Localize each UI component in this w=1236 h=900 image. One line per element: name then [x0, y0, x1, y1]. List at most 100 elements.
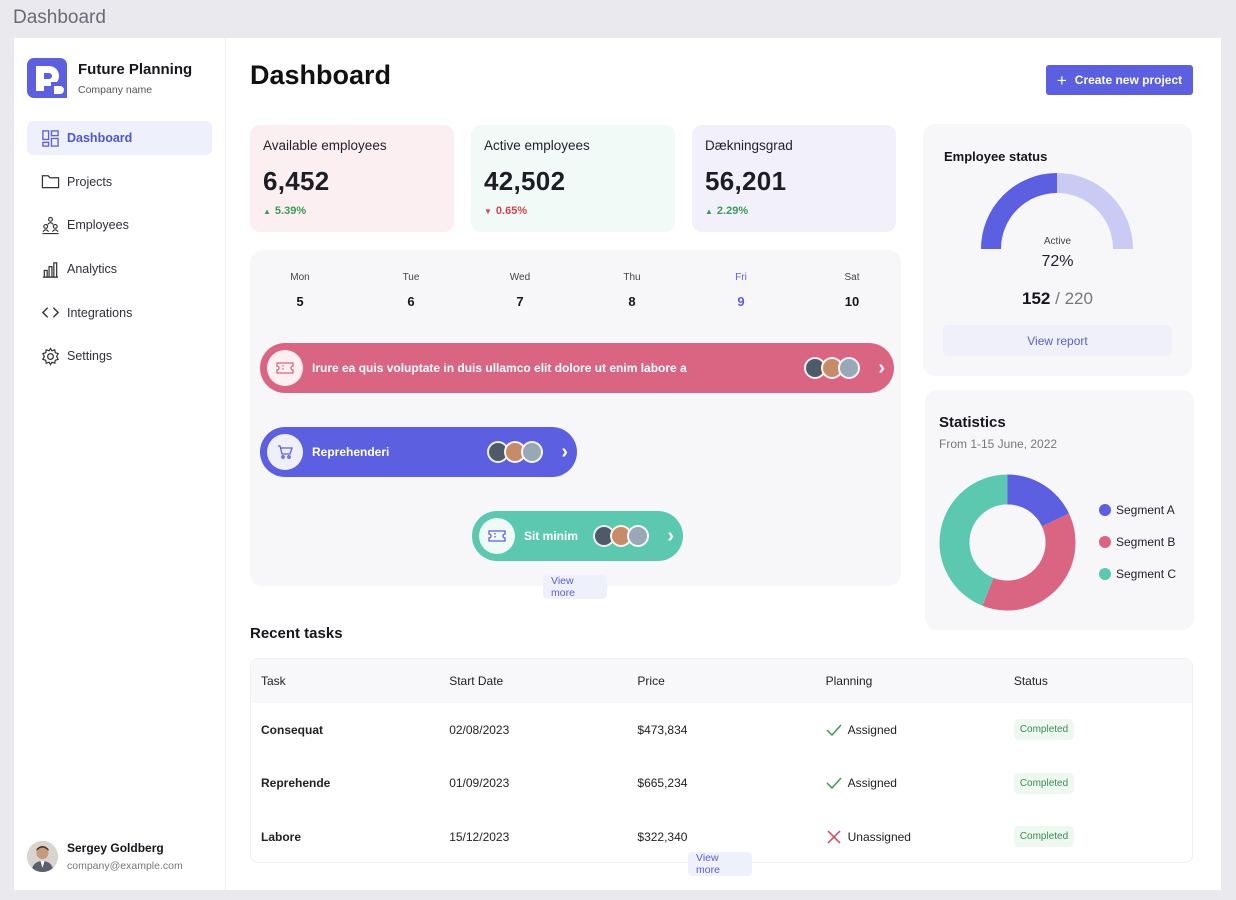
- sidebar-item-integrations[interactable]: Integrations: [27, 296, 212, 330]
- sidebar-item-projects[interactable]: Projects: [27, 165, 212, 199]
- user-profile[interactable]: Sergey Goldberg company@example.com: [27, 841, 183, 872]
- sidebar-item-label: Integrations: [67, 305, 133, 320]
- status-badge: Completed: [1013, 772, 1075, 794]
- stat-change-value: 5.39%: [274, 205, 307, 217]
- folder-icon: [41, 175, 60, 189]
- status: Completed: [1004, 719, 1192, 741]
- stat-change: ▲ 5.39%: [263, 205, 441, 217]
- stat-label: Available employees: [263, 138, 387, 153]
- gear-icon: [42, 347, 59, 366]
- column-header-planning[interactable]: Planning: [825, 674, 873, 688]
- event-title: Irure ea quis voluptate in duis ullamco …: [312, 361, 687, 375]
- legend-item-segment-a[interactable]: Segment A: [1099, 503, 1175, 517]
- cart-icon: [267, 434, 303, 470]
- column-header-start-date[interactable]: Start Date: [449, 674, 504, 688]
- dashboard-icon: [42, 129, 59, 147]
- sidebar-item-analytics[interactable]: Analytics: [27, 252, 212, 286]
- event-title: Sit minim: [524, 529, 579, 543]
- task-name: Labore: [261, 829, 302, 844]
- employee-status-title: Employee status: [944, 149, 1048, 164]
- calendar-day[interactable]: Mon 5: [270, 272, 330, 309]
- chevron-right-icon: ›: [561, 440, 568, 463]
- table-row[interactable]: Labore 15/12/2023 $322,340 Unassigned Co…: [251, 810, 1192, 864]
- legend-label: Segment A: [1116, 503, 1175, 517]
- table-row[interactable]: Reprehende 01/09/2023 $665,234 Assigned …: [251, 757, 1192, 811]
- calendar-day[interactable]: Thu 8: [602, 272, 662, 309]
- planning-label: Unassigned: [847, 829, 911, 844]
- gauge-percent: 72%: [1041, 253, 1074, 270]
- stat-change-value: 2.29%: [716, 205, 749, 217]
- logo-icon: [27, 58, 67, 98]
- start-date: 01/09/2023: [449, 776, 510, 791]
- brand[interactable]: Future Planning Company name: [27, 58, 192, 98]
- user-avatar-icon: [27, 841, 58, 872]
- create-project-button[interactable]: + Create new project: [1046, 65, 1193, 95]
- gauge-active-arc: [981, 173, 1058, 250]
- column-header-task[interactable]: Task: [261, 674, 286, 688]
- day-number: 7: [516, 294, 524, 309]
- donut-slice-segment-b[interactable]: [982, 513, 1076, 611]
- day-number: 10: [844, 294, 860, 309]
- price: $322,340: [637, 829, 688, 844]
- column-header-price[interactable]: Price: [637, 674, 665, 688]
- trend-up-icon: ▲: [705, 206, 713, 216]
- planning: Assigned: [816, 722, 1004, 738]
- recent-tasks-title: Recent tasks: [250, 625, 343, 642]
- user-name: Sergey Goldberg: [67, 841, 164, 855]
- status-badge: Completed: [1013, 826, 1075, 848]
- active-count: 152: [1022, 289, 1051, 308]
- task-name: Reprehende: [261, 776, 331, 791]
- total-count: 220: [1064, 289, 1093, 308]
- chevron-right-icon: ›: [878, 356, 885, 379]
- calendar-day-today[interactable]: Fri 9: [711, 272, 771, 309]
- donut-slice-segment-c[interactable]: [939, 474, 1008, 606]
- stat-label: Active employees: [484, 138, 590, 153]
- sidebar-nav: Dashboard Projects Employees: [27, 121, 212, 383]
- column-header-status[interactable]: Status: [1013, 674, 1048, 688]
- sidebar: Future Planning Company name Dashboard P…: [14, 38, 226, 890]
- legend-item-segment-c[interactable]: Segment C: [1099, 567, 1176, 581]
- event-pill[interactable]: Sit minim ›: [472, 511, 683, 561]
- sidebar-item-settings[interactable]: Settings: [27, 339, 212, 373]
- tasks-view-more-button[interactable]: View more: [688, 852, 752, 876]
- day-name: Thu: [623, 272, 641, 283]
- avatar: [838, 357, 860, 379]
- sidebar-item-employees[interactable]: Employees: [27, 208, 212, 242]
- statistics-title: Statistics: [939, 414, 1006, 431]
- event-pill[interactable]: Irure ea quis voluptate in duis ullamco …: [260, 343, 894, 393]
- planning-label: Assigned: [847, 776, 897, 791]
- calendar-day[interactable]: Wed 7: [490, 272, 550, 309]
- day-name: Wed: [509, 272, 531, 283]
- stat-value: 56,201: [705, 166, 787, 196]
- event-assignees: [487, 441, 543, 463]
- trend-up-icon: ▲: [263, 206, 271, 216]
- people-icon: [42, 216, 59, 235]
- donut-hole: [969, 504, 1046, 581]
- plus-icon: +: [1056, 70, 1067, 90]
- create-project-label: Create new project: [1074, 73, 1183, 87]
- calendar-view-more-button[interactable]: View more: [543, 575, 607, 599]
- trend-down-icon: ▼: [484, 206, 492, 216]
- calendar-day[interactable]: Sat 10: [822, 272, 882, 309]
- stat-value: 42,502: [484, 166, 566, 196]
- table-row[interactable]: Consequat 02/08/2023 $473,834 Assigned C…: [251, 703, 1192, 757]
- sidebar-item-dashboard[interactable]: Dashboard: [27, 121, 212, 155]
- gauge-label: Active: [1043, 236, 1072, 247]
- view-report-button[interactable]: View report: [943, 325, 1172, 356]
- donut-slice-segment-a[interactable]: [1007, 474, 1070, 527]
- day-number: 8: [628, 294, 636, 309]
- price: $665,234: [637, 776, 688, 791]
- table-header: Task Start Date Price Planning Status: [251, 659, 1192, 703]
- event-assignees: [593, 525, 649, 547]
- stat-value: 6,452: [263, 166, 330, 196]
- chevron-right-icon: ›: [667, 524, 674, 547]
- planning-label: Assigned: [847, 722, 897, 737]
- avatar: [27, 841, 58, 872]
- legend-item-segment-b[interactable]: Segment B: [1099, 535, 1175, 549]
- brand-name: Future Planning: [78, 60, 193, 78]
- event-pill[interactable]: Reprehenderi ›: [260, 427, 577, 477]
- stat-label: Dækningsgrad: [705, 138, 793, 153]
- calendar-day[interactable]: Tue 6: [381, 272, 441, 309]
- sidebar-item-label: Projects: [67, 174, 113, 189]
- planning: Assigned: [816, 775, 1004, 791]
